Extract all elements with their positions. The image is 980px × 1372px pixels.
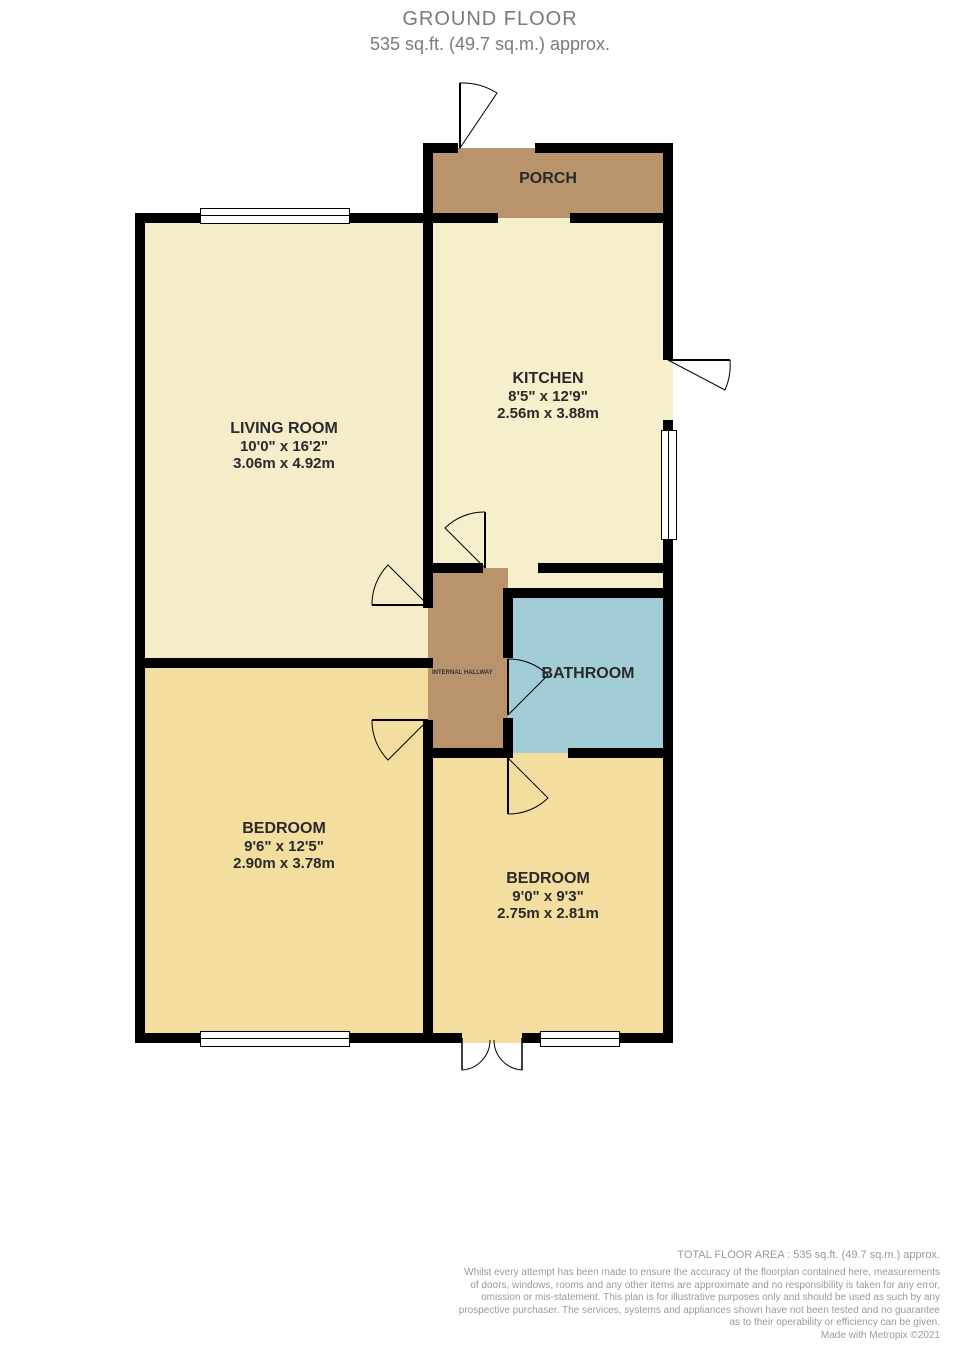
door-arcs: [140, 130, 710, 1090]
floor-plan: PORCH LIVING ROOM 10'0" x 16'2" 3.06m x …: [140, 130, 710, 1090]
floorplan-page: GROUND FLOOR 535 sq.ft. (49.7 sq.m.) app…: [0, 0, 980, 1372]
floor-title: GROUND FLOOR: [0, 8, 980, 31]
label-hallway: INTERNAL HALLWAY: [432, 670, 493, 676]
label-porch: PORCH: [428, 170, 668, 188]
footer-disclaimer: TOTAL FLOOR AREA : 535 sq.ft. (49.7 sq.m…: [250, 1249, 940, 1342]
label-bedroom1: BEDROOM 9'6" x 12'5" 2.90m x 3.78m: [140, 820, 428, 872]
label-kitchen: KITCHEN 8'5" x 12'9" 2.56m x 3.88m: [428, 370, 668, 422]
label-bathroom: BATHROOM: [508, 665, 668, 683]
label-bedroom2: BEDROOM 9'0" x 9'3" 2.75m x 2.81m: [428, 870, 668, 922]
floor-area: 535 sq.ft. (49.7 sq.m.) approx.: [0, 34, 980, 55]
label-living: LIVING ROOM 10'0" x 16'2" 3.06m x 4.92m: [140, 420, 428, 472]
footer-total: TOTAL FLOOR AREA : 535 sq.ft. (49.7 sq.m…: [250, 1249, 940, 1263]
